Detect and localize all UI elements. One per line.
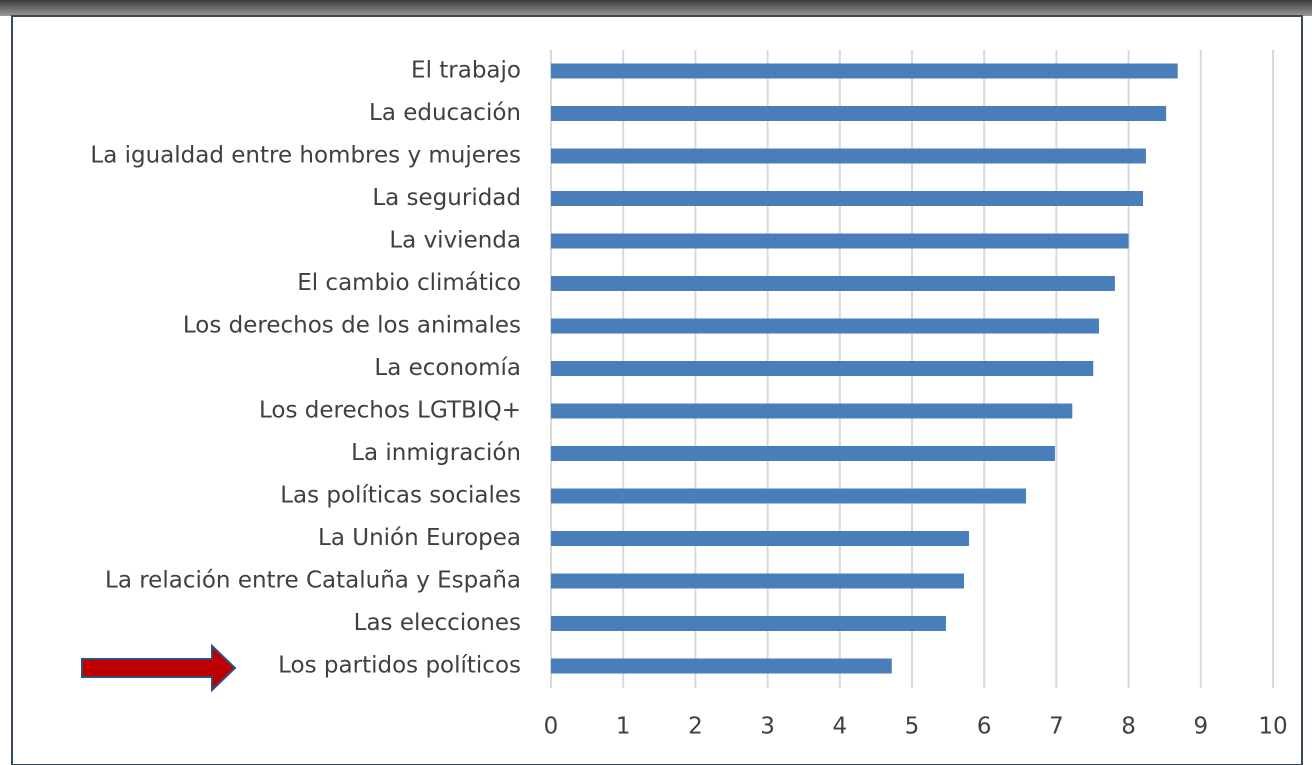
x-tick-label: 8 — [1121, 714, 1136, 740]
x-tick-label: 10 — [1258, 714, 1287, 740]
bar — [551, 616, 946, 631]
bar — [551, 658, 892, 674]
bar — [551, 233, 1129, 249]
y-tick-label: Los derechos LGTBIQ+ — [259, 398, 521, 424]
top-border — [0, 0, 1312, 16]
y-tick-label: La vivienda — [389, 228, 521, 254]
x-tick-label: 0 — [544, 714, 559, 740]
bar — [551, 403, 1073, 419]
y-tick-label: La relación entre Cataluña y España — [105, 568, 521, 594]
bar — [551, 276, 1115, 291]
bar — [551, 318, 1099, 334]
x-tick-label: 1 — [616, 714, 631, 740]
bar — [551, 531, 970, 546]
y-tick-label: La seguridad — [372, 185, 521, 211]
y-tick-label: La economía — [374, 355, 521, 381]
x-tick-label: 7 — [1049, 714, 1064, 740]
bar — [551, 446, 1055, 461]
y-tick-label: Los derechos de los animales — [183, 313, 521, 339]
arrow — [81, 643, 237, 693]
y-tick-label: La educación — [369, 100, 521, 126]
bar — [551, 573, 964, 589]
x-tick-label: 6 — [977, 714, 992, 740]
x-tick-label: 4 — [832, 714, 847, 740]
bar — [551, 191, 1144, 206]
bar — [551, 148, 1146, 164]
plot-area: 0 1 2 3 4 5 6 7 8 9 10 El trabajo La educación La igu… — [90, 50, 1288, 740]
y-tick-label: Las elecciones — [354, 610, 521, 636]
x-tick-label: 2 — [688, 714, 703, 740]
bar — [551, 63, 1178, 79]
y-tick-label: Las políticas sociales — [280, 483, 521, 509]
y-tick-label: Los partidos políticos — [278, 653, 521, 679]
y-tick-label: El cambio climático — [297, 270, 521, 296]
y-tick-label: El trabajo — [411, 58, 521, 84]
x-tick-label: 3 — [760, 714, 775, 740]
y-tick-label: La inmigración — [351, 440, 521, 466]
bar — [551, 106, 1167, 121]
y-tick-label: La igualdad entre hombres y mujeres — [90, 143, 521, 169]
x-tick-label: 5 — [905, 714, 920, 740]
x-tick-label: 9 — [1193, 714, 1208, 740]
y-tick-label: La Unión Europea — [318, 525, 521, 551]
frame — [11, 15, 1303, 765]
bar — [551, 361, 1094, 376]
bar — [551, 488, 1027, 504]
